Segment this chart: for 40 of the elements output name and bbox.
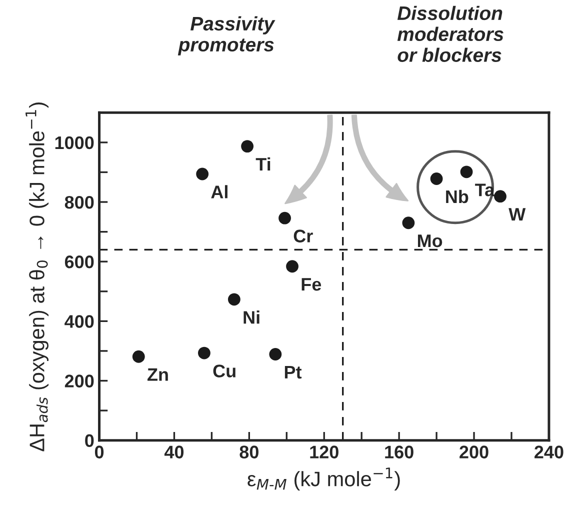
annotation: Zn <box>148 368 168 381</box>
point <box>196 168 209 180</box>
point <box>198 346 210 360</box>
x-tick-label: 120 <box>310 446 338 458</box>
point <box>460 166 473 178</box>
x-tick-label: 40 <box>164 446 184 458</box>
y-tick-label: 400 <box>64 315 94 328</box>
point <box>494 190 506 203</box>
y-tick-label: 600 <box>64 256 94 268</box>
point <box>241 140 254 153</box>
point <box>402 216 415 230</box>
x-tick-label: 240 <box>534 446 564 458</box>
y-tick-label: 1000 <box>55 136 94 150</box>
annotation: Nb <box>446 190 468 204</box>
text: Passivity promoters <box>178 16 276 56</box>
point <box>430 172 443 185</box>
y-tick-label: 0 <box>85 434 94 448</box>
y-tick-label: 800 <box>64 196 94 209</box>
annotation: Ti <box>256 157 270 170</box>
x-tick-label: 0 <box>94 446 104 458</box>
annotation: Ni <box>244 310 260 324</box>
x-tick-label: 160 <box>385 446 414 458</box>
annotation: Al <box>211 185 228 198</box>
x-tick-label: 200 <box>460 446 488 458</box>
point <box>132 350 145 363</box>
annotation: Fe <box>302 278 322 291</box>
text: Dissolution moderators or blockers <box>397 6 504 62</box>
point <box>228 293 240 306</box>
annotation: Cu <box>213 364 236 378</box>
point <box>278 212 291 224</box>
annotation: Pt <box>284 366 302 379</box>
x-tick-label: 80 <box>240 446 258 458</box>
point <box>269 348 282 360</box>
annotation: Mo <box>418 234 442 248</box>
annotation: W <box>508 208 526 221</box>
y-axis-title: ΔH$_{ads}$ (oxygen) at θ$_{0}$ → 0 (kJ mole$^{−1}$) <box>26 102 49 452</box>
annotation: Cr <box>294 230 313 242</box>
x-axis-title: ε$_{M-M}$ (kJ mole$^{−1}$) <box>248 468 400 490</box>
y-tick-label: 200 <box>64 374 94 388</box>
point <box>286 260 298 273</box>
